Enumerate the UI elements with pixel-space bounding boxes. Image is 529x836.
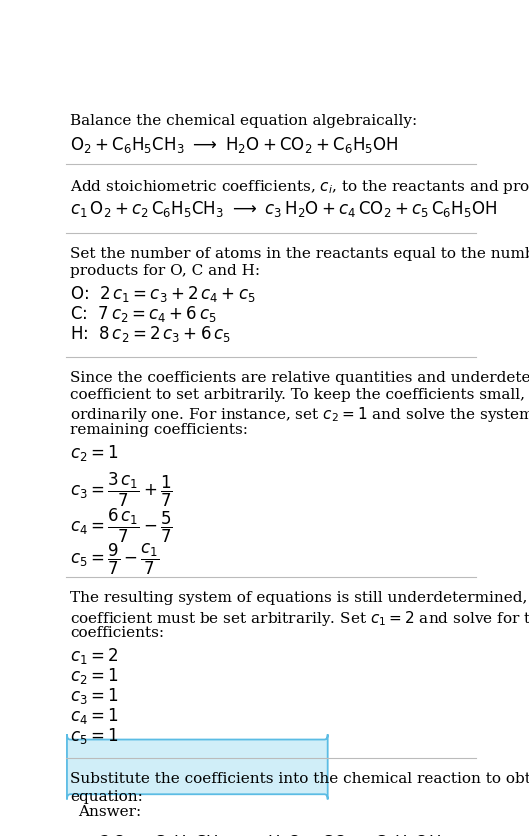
Text: $c_3 = 1$: $c_3 = 1$	[70, 686, 119, 706]
Text: Set the number of atoms in the reactants equal to the number of atoms in the: Set the number of atoms in the reactants…	[70, 247, 529, 261]
Text: $c_1\,\mathrm{O_2} + c_2\,\mathrm{C_6H_5CH_3}\ \longrightarrow\ c_3\,\mathrm{H_2: $c_1\,\mathrm{O_2} + c_2\,\mathrm{C_6H_5…	[70, 200, 497, 220]
Text: coefficient must be set arbitrarily. Set $c_1 = 2$ and solve for the remaining: coefficient must be set arbitrarily. Set…	[70, 609, 529, 628]
Text: ordinarily one. For instance, set $c_2 = 1$ and solve the system of equations fo: ordinarily one. For instance, set $c_2 =…	[70, 405, 529, 425]
Text: remaining coefficients:: remaining coefficients:	[70, 423, 248, 437]
Text: Answer:: Answer:	[78, 804, 142, 818]
Text: $\mathrm{O_2 + C_6H_5CH_3\ \longrightarrow\ H_2O + CO_2 + C_6H_5OH}$: $\mathrm{O_2 + C_6H_5CH_3\ \longrightarr…	[70, 135, 399, 155]
Text: Since the coefficients are relative quantities and underdetermined, choose a: Since the coefficients are relative quan…	[70, 370, 529, 385]
Text: $\mathrm{H}$:  $8\,c_2 = 2\,c_3 + 6\,c_5$: $\mathrm{H}$: $8\,c_2 = 2\,c_3 + 6\,c_5$	[70, 324, 231, 344]
Text: Add stoichiometric coefficients, $c_i$, to the reactants and products:: Add stoichiometric coefficients, $c_i$, …	[70, 178, 529, 196]
Text: $c_5 = 1$: $c_5 = 1$	[70, 726, 119, 746]
Text: products for O, C and H:: products for O, C and H:	[70, 264, 260, 278]
Text: $c_2 = 1$: $c_2 = 1$	[70, 666, 119, 686]
Text: $c_2 = 1$: $c_2 = 1$	[70, 443, 119, 463]
Text: $2\,\mathrm{O_2} + \mathrm{C_6H_5CH_3}\ \longrightarrow\ \mathrm{H_2O} + \mathrm: $2\,\mathrm{O_2} + \mathrm{C_6H_5CH_3}\ …	[99, 833, 441, 836]
Text: coefficient to set arbitrarily. To keep the coefficients small, the arbitrary va: coefficient to set arbitrarily. To keep …	[70, 388, 529, 402]
Text: $c_1 = 2$: $c_1 = 2$	[70, 646, 118, 666]
Text: $\mathrm{O}$:  $2\,c_1 = c_3 + 2\,c_4 + c_5$: $\mathrm{O}$: $2\,c_1 = c_3 + 2\,c_4 + c…	[70, 284, 256, 304]
FancyBboxPatch shape	[67, 734, 327, 799]
Text: Balance the chemical equation algebraically:: Balance the chemical equation algebraica…	[70, 115, 417, 129]
Text: $c_3 = \dfrac{3\,c_1}{7} + \dfrac{1}{7}$: $c_3 = \dfrac{3\,c_1}{7} + \dfrac{1}{7}$	[70, 472, 173, 509]
Text: The resulting system of equations is still underdetermined, so an additional: The resulting system of equations is sti…	[70, 592, 529, 605]
Text: $c_5 = \dfrac{9}{7} - \dfrac{c_1}{7}$: $c_5 = \dfrac{9}{7} - \dfrac{c_1}{7}$	[70, 542, 160, 577]
Text: coefficients:: coefficients:	[70, 626, 165, 640]
Text: Substitute the coefficients into the chemical reaction to obtain the balanced: Substitute the coefficients into the che…	[70, 772, 529, 787]
Text: equation:: equation:	[70, 790, 143, 803]
Text: $c_4 = \dfrac{6\,c_1}{7} - \dfrac{5}{7}$: $c_4 = \dfrac{6\,c_1}{7} - \dfrac{5}{7}$	[70, 507, 173, 545]
Text: $\mathrm{C}$:  $7\,c_2 = c_4 + 6\,c_5$: $\mathrm{C}$: $7\,c_2 = c_4 + 6\,c_5$	[70, 304, 217, 324]
Text: $c_4 = 1$: $c_4 = 1$	[70, 706, 119, 726]
